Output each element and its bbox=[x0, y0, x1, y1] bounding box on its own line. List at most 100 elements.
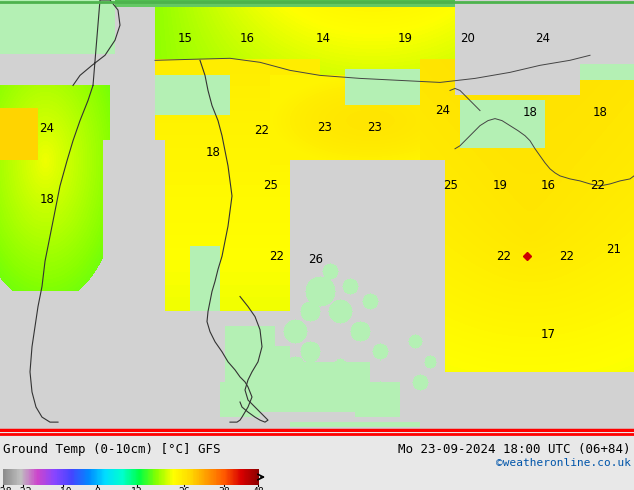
Bar bbox=[95, 469, 96, 485]
Bar bbox=[61, 469, 63, 485]
Bar bbox=[58, 469, 60, 485]
Bar bbox=[75, 469, 77, 485]
Bar bbox=[72, 469, 73, 485]
Bar bbox=[29, 469, 30, 485]
Text: 26: 26 bbox=[309, 253, 323, 266]
Bar bbox=[112, 469, 113, 485]
Bar bbox=[126, 469, 127, 485]
Bar bbox=[133, 469, 134, 485]
Bar bbox=[123, 469, 124, 485]
Bar bbox=[69, 469, 70, 485]
Bar bbox=[134, 469, 135, 485]
Bar bbox=[103, 469, 104, 485]
Text: -22: -22 bbox=[15, 487, 32, 490]
Bar bbox=[106, 469, 107, 485]
Bar bbox=[218, 469, 219, 485]
Bar bbox=[162, 469, 164, 485]
Bar bbox=[198, 469, 200, 485]
Bar bbox=[131, 469, 132, 485]
Bar bbox=[243, 469, 244, 485]
Bar bbox=[46, 469, 48, 485]
Bar bbox=[56, 469, 57, 485]
Bar bbox=[186, 469, 188, 485]
Bar bbox=[230, 469, 231, 485]
Bar bbox=[20, 469, 22, 485]
Bar bbox=[200, 469, 202, 485]
Bar bbox=[176, 469, 178, 485]
Text: 22: 22 bbox=[559, 250, 574, 263]
Bar bbox=[44, 469, 46, 485]
Bar bbox=[124, 469, 125, 485]
Bar bbox=[63, 469, 64, 485]
Bar bbox=[120, 469, 122, 485]
Bar bbox=[139, 469, 140, 485]
Text: 23: 23 bbox=[318, 121, 332, 134]
Bar bbox=[210, 469, 211, 485]
Bar bbox=[34, 469, 36, 485]
Bar bbox=[180, 469, 181, 485]
Bar bbox=[4, 469, 6, 485]
Text: 23: 23 bbox=[368, 121, 382, 134]
Bar bbox=[255, 469, 256, 485]
Bar bbox=[18, 469, 20, 485]
Bar bbox=[228, 469, 230, 485]
Bar bbox=[254, 469, 255, 485]
Bar bbox=[194, 469, 196, 485]
Bar bbox=[55, 469, 56, 485]
Text: 21: 21 bbox=[607, 243, 621, 256]
Bar bbox=[179, 469, 180, 485]
Bar bbox=[228, 469, 229, 485]
Bar bbox=[176, 469, 177, 485]
Bar bbox=[220, 469, 221, 485]
Bar bbox=[27, 469, 28, 485]
Bar bbox=[51, 469, 53, 485]
Bar bbox=[91, 469, 92, 485]
Text: 16: 16 bbox=[240, 32, 254, 45]
Bar bbox=[15, 469, 16, 485]
Bar bbox=[169, 469, 170, 485]
Bar bbox=[68, 469, 69, 485]
Bar bbox=[236, 469, 237, 485]
Bar bbox=[165, 469, 167, 485]
Bar bbox=[101, 469, 103, 485]
Bar bbox=[37, 469, 38, 485]
Bar bbox=[108, 469, 110, 485]
Bar bbox=[160, 469, 162, 485]
Bar bbox=[41, 469, 42, 485]
Bar bbox=[195, 469, 197, 485]
Bar bbox=[68, 469, 70, 485]
Bar bbox=[204, 469, 205, 485]
Bar bbox=[184, 469, 185, 485]
Bar bbox=[79, 469, 81, 485]
Text: 22: 22 bbox=[269, 250, 285, 263]
Bar bbox=[26, 469, 27, 485]
Bar bbox=[89, 469, 90, 485]
Bar bbox=[19, 469, 20, 485]
Bar bbox=[213, 469, 214, 485]
Bar bbox=[181, 469, 183, 485]
Bar bbox=[60, 469, 61, 485]
Bar bbox=[121, 469, 122, 485]
Text: 14: 14 bbox=[316, 32, 330, 45]
Bar bbox=[145, 469, 146, 485]
Bar bbox=[9, 469, 10, 485]
Bar bbox=[240, 469, 242, 485]
Bar bbox=[156, 469, 157, 485]
Text: 12: 12 bbox=[131, 487, 143, 490]
Bar bbox=[107, 469, 108, 485]
Text: 19: 19 bbox=[398, 32, 413, 45]
Bar bbox=[225, 469, 226, 485]
Bar bbox=[250, 469, 252, 485]
Bar bbox=[10, 469, 11, 485]
Bar bbox=[101, 469, 102, 485]
Bar bbox=[23, 469, 24, 485]
Bar bbox=[141, 469, 142, 485]
Bar bbox=[119, 469, 120, 485]
Bar bbox=[67, 469, 68, 485]
Bar bbox=[183, 469, 184, 485]
Bar bbox=[140, 469, 141, 485]
Text: Ground Temp (0-10cm) [°C] GFS: Ground Temp (0-10cm) [°C] GFS bbox=[3, 443, 221, 456]
Bar bbox=[204, 469, 206, 485]
Bar bbox=[146, 469, 147, 485]
Bar bbox=[118, 469, 119, 485]
